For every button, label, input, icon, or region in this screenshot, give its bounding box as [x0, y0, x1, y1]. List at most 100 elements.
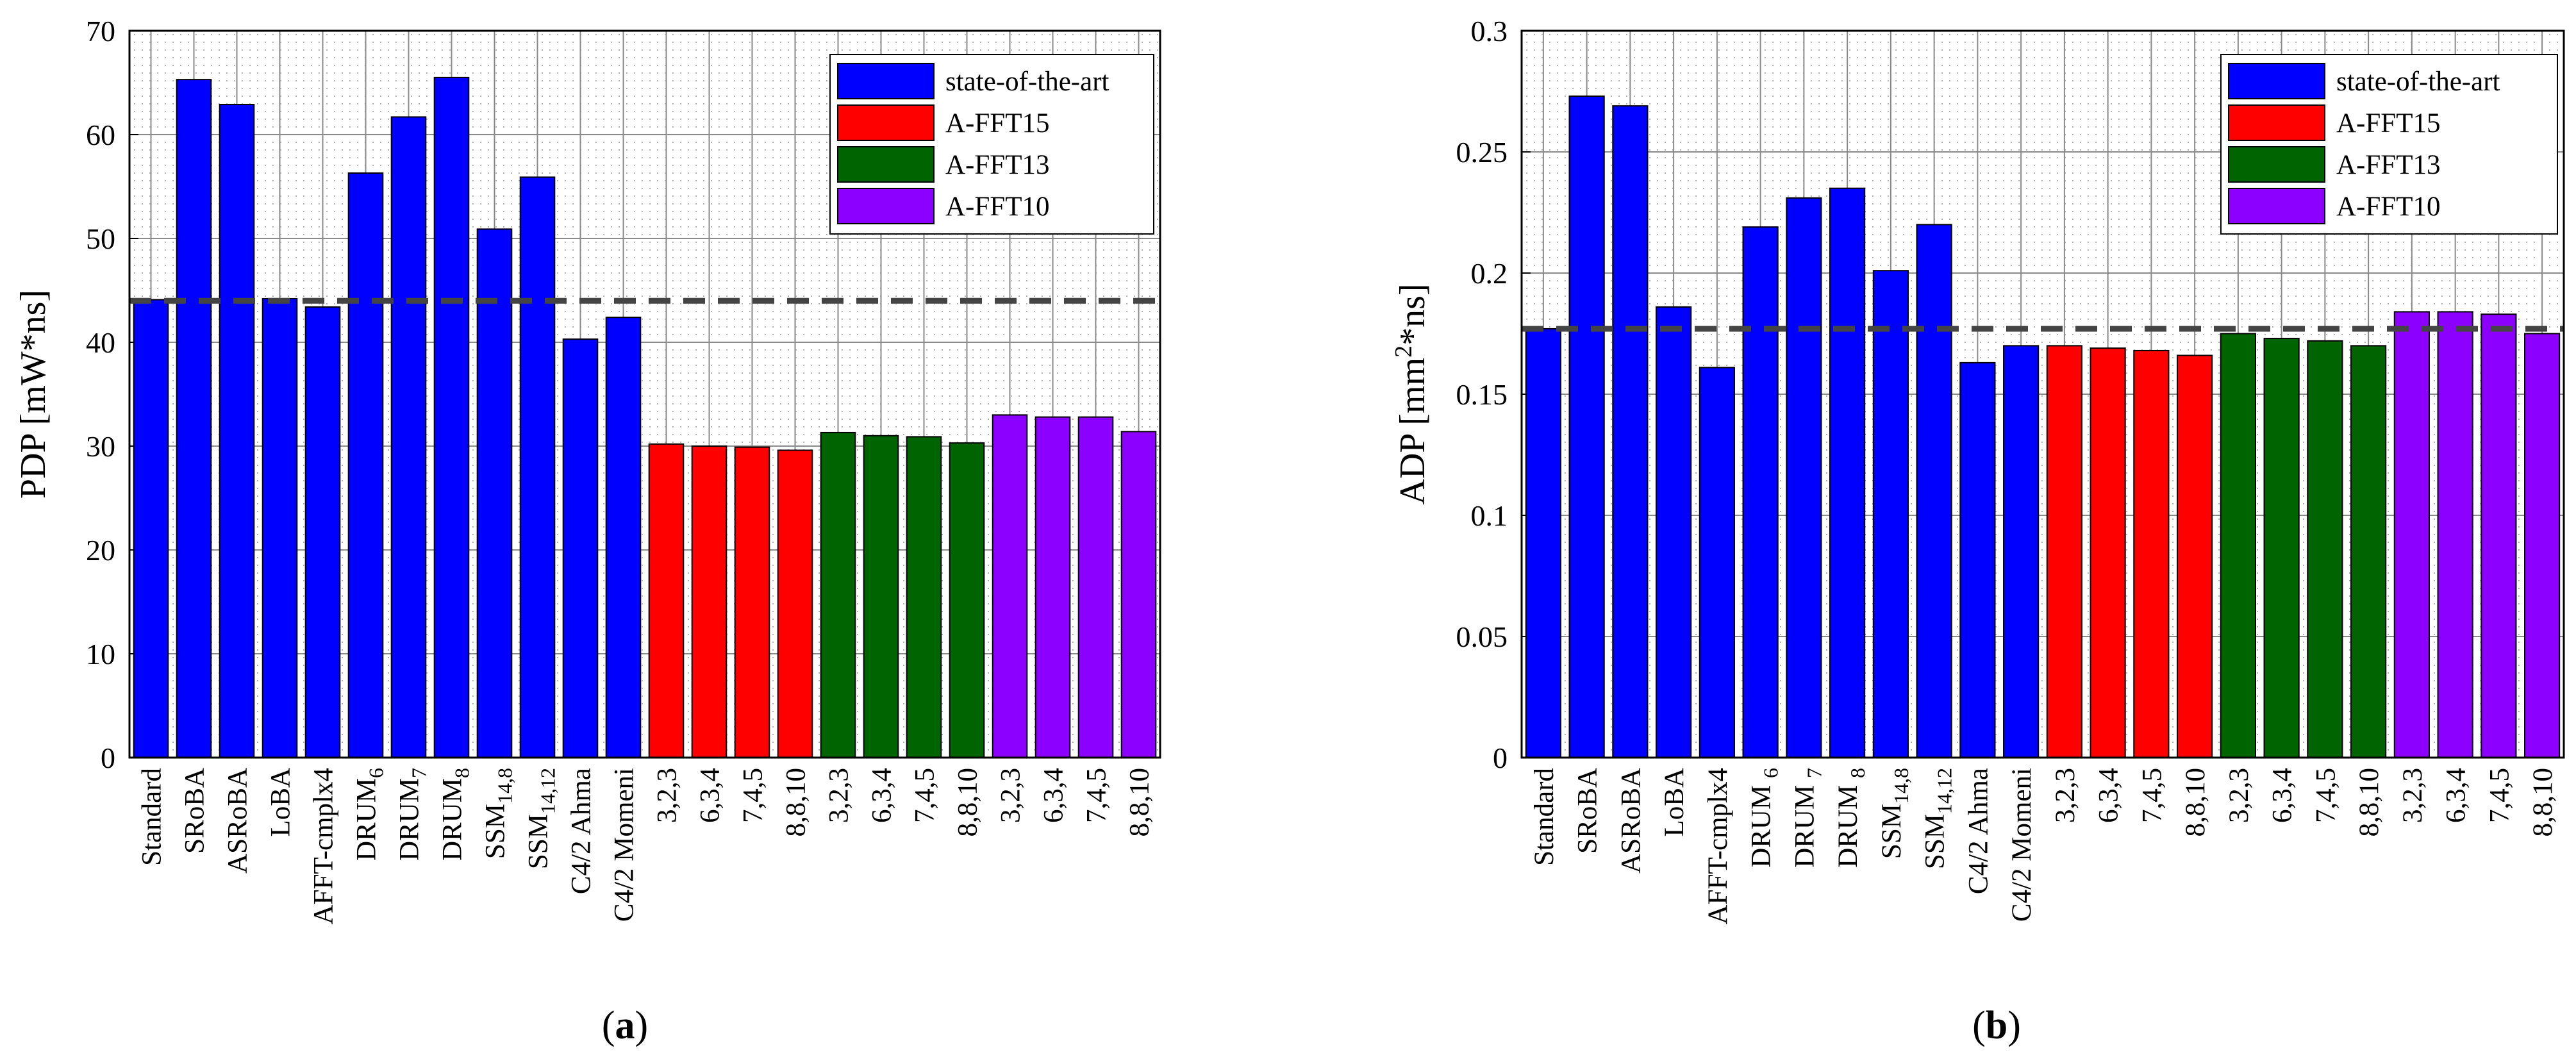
legend: state-of-the-art A-FFT15 A-FFT13 A-FFT10 — [829, 54, 1154, 235]
x-category-text: 6,3,4 — [695, 768, 726, 823]
x-category-subscript: 8 — [1846, 768, 1869, 778]
legend-label: A-FFT15 — [945, 108, 1049, 138]
x-category-label: 6,3,4 — [867, 768, 897, 823]
x-category-label: 7,4,5 — [910, 768, 940, 823]
bar — [176, 79, 212, 758]
y-tick-label: 0.25 — [1456, 136, 1508, 169]
x-category-label: 6,3,4 — [695, 768, 726, 823]
x-category-label: DRUM 6 — [1747, 768, 1782, 868]
bar — [1035, 416, 1071, 758]
x-category-text: SSM — [1877, 804, 1907, 859]
x-category-text: 7,4,5 — [738, 768, 769, 823]
x-category-label: 6,3,4 — [2094, 768, 2124, 823]
bar — [2524, 333, 2561, 758]
x-category-text: 3,2,3 — [2224, 768, 2254, 823]
x-category-subscript: 7 — [408, 768, 431, 778]
x-category-text: C4/2 Momeni — [610, 768, 640, 922]
caption-letter: b — [1986, 1004, 2007, 1047]
x-category-text: DRUM — [1833, 778, 1863, 868]
x-category-label: SSM14,8 — [1877, 768, 1913, 859]
x-category-label: AFFT-cmplx4 — [1703, 768, 1733, 925]
panel-caption: (b) — [1972, 1004, 2021, 1047]
x-category-subscript: 7 — [1802, 768, 1825, 778]
y-axis-label: ADP [mm2*ns] — [1390, 283, 1433, 504]
panel-caption: (a) — [602, 1004, 648, 1047]
panel-b-adp-chart: 0 0.05 0.1 0.15 0.2 0.25 0.3 Standard SRoBA ASRoB… — [1390, 15, 2565, 1047]
y-tick-label: 0.15 — [1456, 378, 1508, 411]
x-category-text: DRUM — [438, 778, 468, 861]
x-category-text: 8,8,10 — [2181, 768, 2211, 837]
x-category-label: C4/2 Momeni — [2007, 768, 2037, 922]
x-category-label: 7,4,5 — [2311, 768, 2341, 823]
bar — [304, 306, 341, 759]
x-category-label: DRUM7 — [395, 768, 431, 861]
y-tick-label: 40 — [86, 326, 115, 359]
legend-label: A-FFT13 — [945, 150, 1049, 180]
x-category-label: 7,4,5 — [738, 768, 769, 823]
bar — [1742, 226, 1779, 758]
x-category-label: SSM14,12 — [1920, 768, 1956, 869]
x-category-label: DRUM6 — [352, 768, 388, 861]
x-category-label: 3,2,3 — [2224, 768, 2254, 823]
x-category-label: 3,2,3 — [2050, 768, 2081, 823]
y-tick-label: 0.3 — [1471, 15, 1508, 47]
x-category-subscript: 6 — [1759, 768, 1782, 778]
bar — [1829, 187, 1866, 758]
bar — [2480, 313, 2517, 758]
x-category-text: DRUM — [1747, 778, 1777, 868]
bar — [648, 443, 685, 758]
x-category-label: 3,2,3 — [996, 768, 1026, 823]
bar — [133, 299, 169, 758]
x-category-text: 3,2,3 — [2398, 768, 2428, 823]
x-category-subscript: 14,12 — [536, 768, 560, 814]
legend-label: A-FFT13 — [2336, 150, 2440, 180]
x-category-label: C4/2 Ahma — [567, 768, 597, 894]
x-category-label: SRoBA — [180, 768, 210, 854]
legend-swatch — [2228, 188, 2325, 224]
bar — [476, 228, 513, 759]
x-category-label: 7,4,5 — [2137, 768, 2167, 823]
x-category-text: 8,8,10 — [1125, 768, 1155, 837]
x-category-label: 8,8,10 — [781, 768, 811, 837]
caption-close: ) — [635, 1004, 649, 1047]
x-category-label: SRoBA — [1573, 768, 1603, 854]
axes-frame — [1520, 29, 2565, 759]
x-category-label: 8,8,10 — [2181, 768, 2211, 837]
y-tick-label: 20 — [86, 534, 115, 567]
bar — [1959, 361, 1996, 758]
bar — [262, 297, 298, 758]
x-category-text: LoBA — [1659, 768, 1690, 837]
x-category-text: SSM — [481, 804, 511, 859]
bar — [1612, 105, 1649, 758]
y-tick-label: 50 — [86, 222, 115, 255]
x-category-label: 8,8,10 — [2354, 768, 2384, 837]
caption-close: ) — [2007, 1004, 2021, 1047]
x-category-label: 7,4,5 — [1082, 768, 1112, 823]
bar — [1525, 328, 1561, 758]
bar — [2046, 345, 2082, 758]
bar — [734, 446, 770, 758]
x-category-text: 7,4,5 — [2484, 768, 2514, 823]
x-category-text: 6,3,4 — [867, 768, 897, 823]
y-tick-label: 60 — [86, 119, 115, 151]
legend-label: state-of-the-art — [945, 67, 1109, 97]
bar — [390, 116, 427, 758]
x-category-text: SSM — [1920, 814, 1950, 869]
x-category-text: 8,8,10 — [781, 768, 811, 837]
x-category-text: 7,4,5 — [2311, 768, 2341, 823]
x-category-text: 8,8,10 — [2354, 768, 2384, 837]
legend-label: A-FFT10 — [945, 192, 1049, 222]
bar — [2263, 338, 2300, 758]
x-category-label: 8,8,10 — [2528, 768, 2558, 837]
x-category-text: 8,8,10 — [953, 768, 983, 837]
legend-label: state-of-the-art — [2336, 67, 2500, 97]
bar — [992, 414, 1028, 758]
x-category-subscript: 6 — [365, 768, 388, 778]
y-axis-label-text: ADP [mm — [1393, 358, 1433, 505]
x-category-label: DRUM8 — [438, 768, 474, 861]
bar — [2003, 345, 2040, 758]
x-category-label: SSM14,12 — [524, 768, 560, 869]
bar — [219, 104, 255, 758]
bar — [949, 442, 985, 758]
bar — [2350, 345, 2387, 758]
